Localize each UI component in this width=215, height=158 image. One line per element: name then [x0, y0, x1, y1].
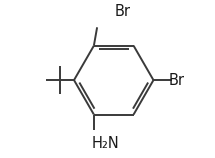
- Text: H₂N: H₂N: [91, 136, 119, 151]
- Text: Br: Br: [169, 73, 185, 88]
- Text: Br: Br: [115, 4, 131, 19]
